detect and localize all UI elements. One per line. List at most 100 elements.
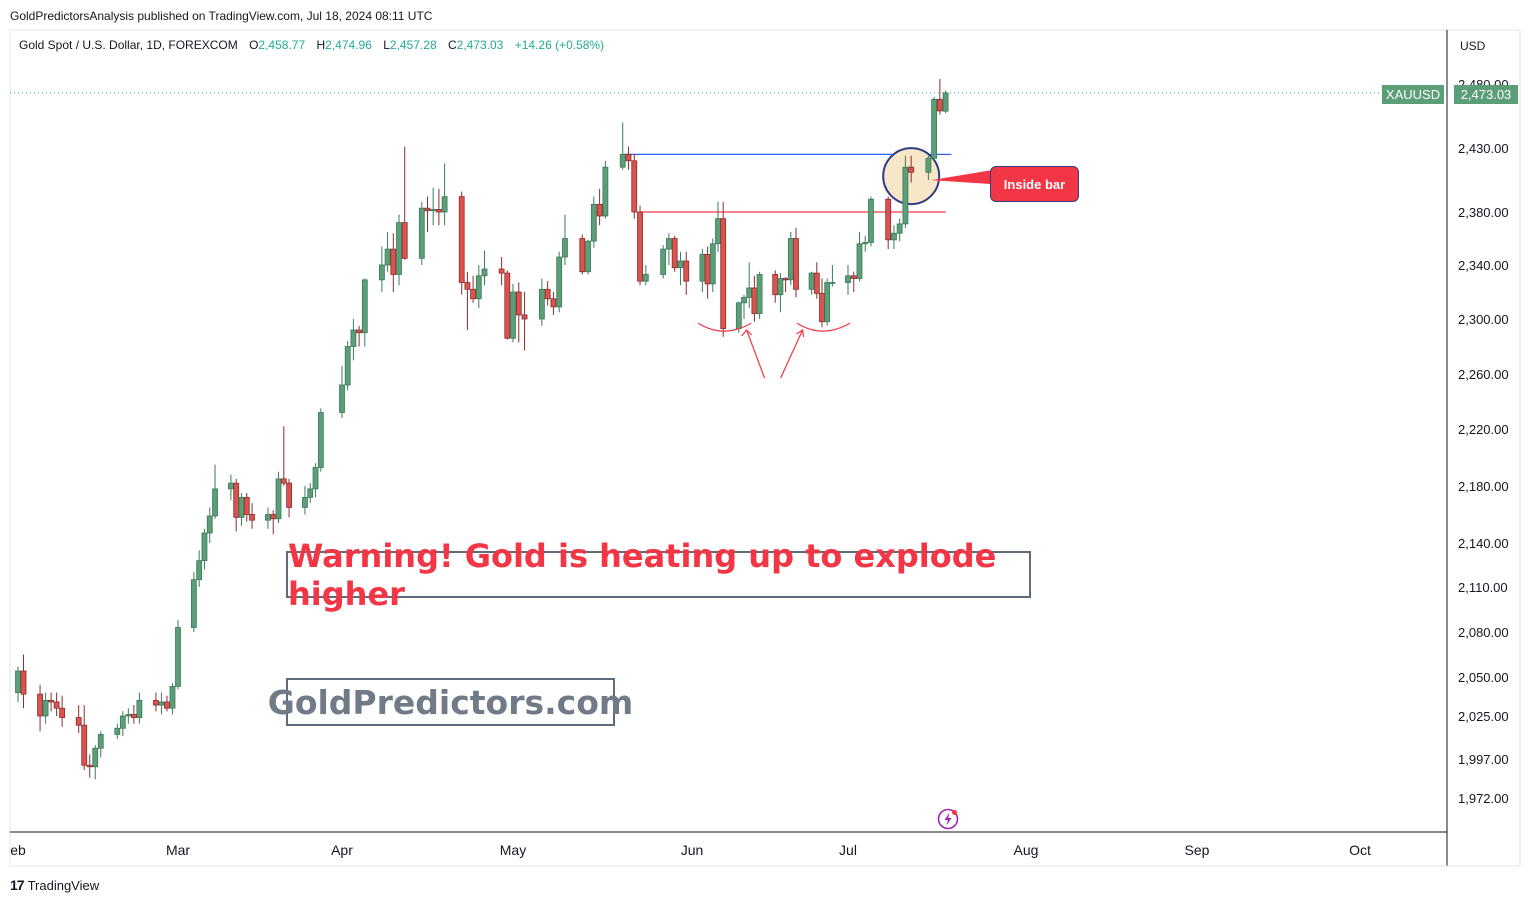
website-label: GoldPredictors.com <box>268 678 633 726</box>
candle-body <box>458 196 465 283</box>
candle-body <box>813 272 820 294</box>
candle-body <box>602 166 609 217</box>
warning-headline: Warning! Gold is heating up to explode h… <box>286 537 1031 613</box>
pattern-arrow-left <box>746 329 766 379</box>
candle-body <box>42 700 49 717</box>
candle-body <box>637 211 643 282</box>
x-tick-label: Aug <box>1014 842 1039 858</box>
candle-body <box>787 238 794 281</box>
candle-body <box>37 693 43 717</box>
candle-body <box>344 346 351 386</box>
candle-body <box>53 701 60 709</box>
candle-body <box>119 715 126 729</box>
candle-body <box>190 579 197 628</box>
ticker-tag: XAUUSD <box>1382 85 1444 104</box>
candle-body <box>401 222 408 259</box>
candle-body <box>521 314 528 320</box>
candle-body <box>228 482 234 490</box>
close-label: C <box>447 38 457 52</box>
candle-body <box>125 714 132 717</box>
candle-body <box>642 274 649 282</box>
x-tick-label: Sep <box>1185 842 1210 858</box>
candle-body <box>418 207 425 259</box>
candle-body <box>265 514 271 521</box>
candle-body <box>709 243 716 285</box>
high-value: 2,474.96 <box>325 38 372 52</box>
candle-body <box>81 724 88 766</box>
candle-body <box>286 482 292 508</box>
candle-body <box>390 248 397 275</box>
candle-body <box>515 291 522 316</box>
candle-body <box>249 514 255 521</box>
candle-body <box>238 496 245 518</box>
candle-body <box>845 275 851 283</box>
currency-label[interactable]: USD <box>1460 39 1486 53</box>
candle-body <box>435 209 442 213</box>
candle-body <box>48 700 55 703</box>
candle-body <box>312 467 319 490</box>
x-tick-label: eb <box>10 842 26 858</box>
y-tick-label: 2,300.00 <box>1458 312 1509 327</box>
candle-body <box>660 248 667 275</box>
low-label: L <box>383 38 390 52</box>
change-value: +14.26 (+0.58%) <box>514 38 605 52</box>
candle-body <box>114 727 121 735</box>
candle-body <box>475 275 482 300</box>
candle-body <box>677 260 684 269</box>
callout-pointer <box>931 170 992 185</box>
symbol-name[interactable]: Gold Spot / U.S. Dollar, 1D, FOREXCOM <box>19 38 238 52</box>
y-tick-label: 1,997.00 <box>1458 752 1509 767</box>
candle-body <box>936 98 943 112</box>
candle-body <box>384 248 391 266</box>
candle-body <box>666 238 672 250</box>
candle-body <box>782 278 789 281</box>
candle-body <box>590 203 597 242</box>
candle-body <box>504 272 511 339</box>
candle-body <box>862 242 869 245</box>
candle-body <box>339 384 345 413</box>
y-tick-label: 2,340.00 <box>1458 258 1509 273</box>
candle-body <box>158 701 165 706</box>
open-label: O <box>249 38 259 52</box>
candle-body <box>396 222 402 275</box>
y-tick-label: 2,380.00 <box>1458 205 1509 220</box>
x-tick-label: Mar <box>166 842 190 858</box>
candle-body <box>470 288 477 300</box>
tradingview-logo-icon: 17 <box>10 877 25 893</box>
candle-body <box>464 282 471 290</box>
candle-body <box>829 282 836 284</box>
candle-body <box>59 707 66 718</box>
tradingview-logo[interactable]: 17 TradingView <box>10 877 99 893</box>
lightning-icon[interactable] <box>937 808 959 830</box>
candle-body <box>556 256 563 308</box>
pattern-arrow-right-head <box>796 328 805 338</box>
candle-body <box>908 166 915 173</box>
candle-body <box>317 412 324 468</box>
y-tick-label: 1,972.00 <box>1458 791 1509 806</box>
candle-body <box>896 223 903 234</box>
candle-body <box>86 764 93 768</box>
candle-body <box>868 198 874 243</box>
y-tick-label: 2,430.00 <box>1458 141 1509 156</box>
candle-body <box>302 496 308 508</box>
candle-body <box>350 329 357 347</box>
x-tick-label: Jul <box>839 842 857 858</box>
candle-body <box>130 714 137 718</box>
close-value: 2,473.03 <box>456 38 504 52</box>
candle-body <box>596 203 603 217</box>
candle-body <box>20 670 27 695</box>
pattern-arc <box>796 322 851 332</box>
candle-body <box>699 253 706 282</box>
y-tick-label: 2,080.00 <box>1458 625 1509 640</box>
y-tick-label: 2,180.00 <box>1458 479 1509 494</box>
x-tick-label: Jun <box>681 842 704 858</box>
open-value: 2,458.77 <box>258 38 306 52</box>
candle-body <box>902 166 909 225</box>
candle-body <box>206 515 213 534</box>
candle-body <box>430 209 437 212</box>
tradingview-brand: TradingView <box>27 877 100 893</box>
candle-body <box>201 532 208 562</box>
candle-body <box>243 496 250 515</box>
candle-body <box>378 264 385 281</box>
